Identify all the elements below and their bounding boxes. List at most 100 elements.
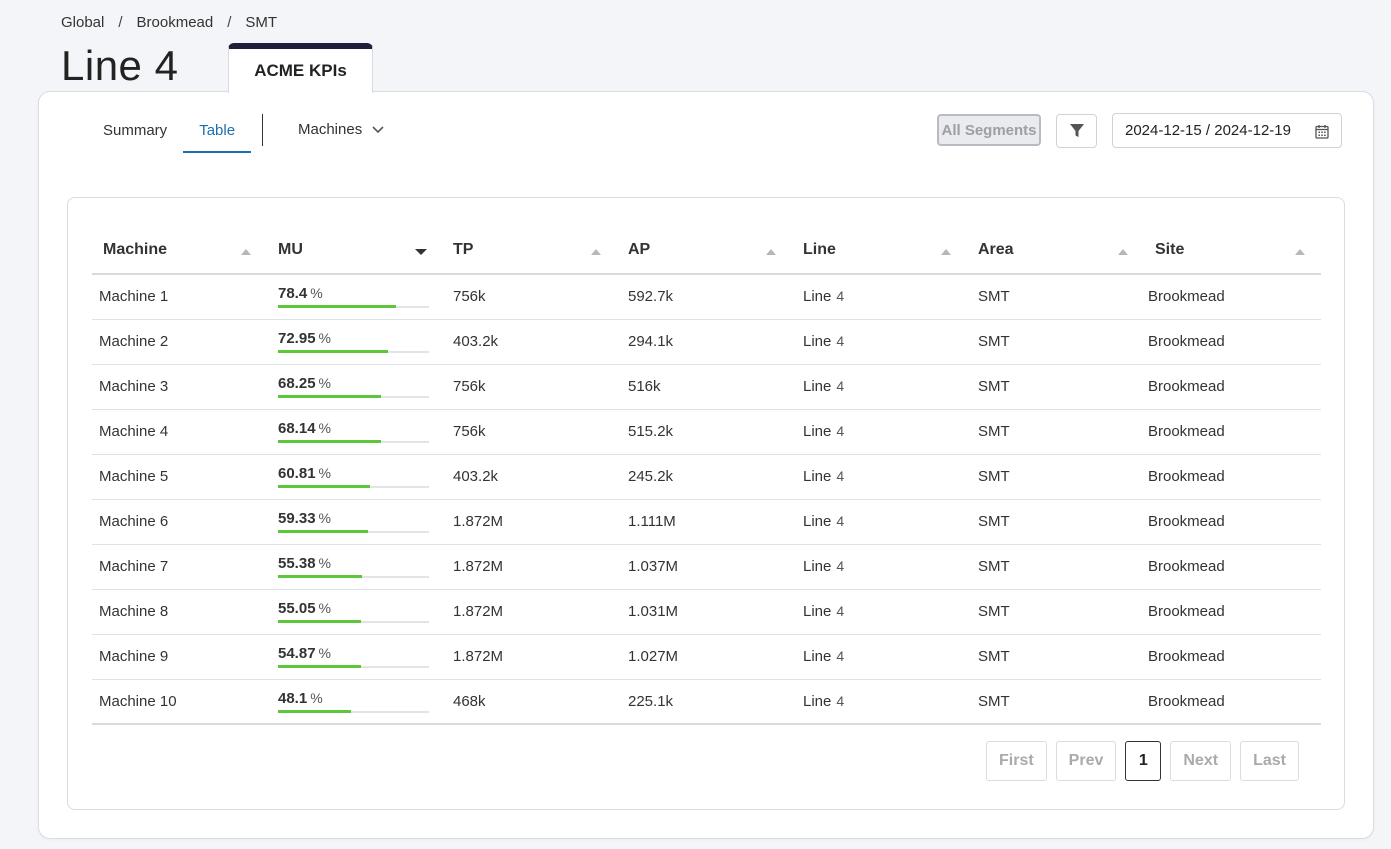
cell-ap: 516k [617,364,792,410]
line-label: Line [803,468,832,485]
column-header-area[interactable]: Area [967,226,1144,275]
mu-progress-fill [278,620,362,623]
table-row[interactable]: Machine 5 60.81% 403.2k 245.2k Line 4 SMT Brook… [92,454,1321,500]
column-header-label: Machine [103,240,168,258]
prev-page-button[interactable]: Prev [1055,741,1117,781]
breadcrumb-item-area[interactable]: SMT [245,14,278,31]
mu-value: 68.25 [278,375,316,392]
line-label: Line [803,513,832,530]
column-header-line[interactable]: Line [792,226,967,275]
column-header-ap[interactable]: AP [617,226,792,275]
cell-line: Line 4 [792,679,967,725]
table-row[interactable]: Machine 2 72.95% 403.2k 294.1k Line 4 SMT Brook… [92,319,1321,365]
cell-ap: 515.2k [617,409,792,455]
sort-asc-icon[interactable] [590,248,602,256]
line-number: 4 [836,333,845,349]
cell-machine: Machine 7 [92,544,267,590]
mu-unit: % [318,330,331,346]
cell-line: Line 4 [792,409,967,455]
cell-machine: Machine 6 [92,499,267,545]
first-page-button[interactable]: First [986,741,1047,781]
column-header-label: Line [803,240,836,258]
cell-ap: 1.031M [617,589,792,635]
sort-asc-icon[interactable] [1117,248,1129,256]
cell-line: Line 4 [792,274,967,320]
cell-line: Line 4 [792,544,967,590]
line-number: 4 [836,423,845,439]
cell-tp: 1.872M [442,544,617,590]
tab-summary[interactable]: Summary [103,122,168,139]
next-page-button[interactable]: Next [1170,741,1232,781]
table-row[interactable]: Machine 6 59.33% 1.872M 1.111M Line 4 SMT Brook… [92,499,1321,545]
machines-dropdown[interactable]: Machines [298,121,384,138]
line-label: Line [803,288,832,306]
mu-progress-fill [278,440,381,443]
line-number: 4 [836,692,845,709]
cell-line: Line 4 [792,499,967,545]
line-label: Line [803,333,832,350]
cell-line: Line 4 [792,589,967,635]
cell-mu: 78.4% [267,274,442,320]
column-header-tp[interactable]: TP [442,226,617,275]
mu-progress-fill [278,395,382,398]
column-header-mu[interactable]: MU [267,226,442,275]
current-page-button[interactable]: 1 [1125,741,1162,781]
date-range-value: 2024-12-15 / 2024-12-19 [1125,122,1291,139]
table-row[interactable]: Machine 10 48.1% 468k 225.1k Line 4 SMT Brookme… [92,679,1321,725]
table-row[interactable]: Machine 9 54.87% 1.872M 1.027M Line 4 SMT Brook… [92,634,1321,680]
mu-progress-bar [278,665,429,668]
column-header-label: MU [278,240,303,258]
sort-desc-icon[interactable] [415,248,427,256]
breadcrumb: Global / Brookmead / SMT [61,14,277,31]
filter-icon [1069,124,1084,137]
column-header-label: AP [628,240,651,258]
cell-mu: 55.05% [267,589,442,635]
breadcrumb-item-site[interactable]: Brookmead [136,14,214,31]
calendar-icon[interactable] [1315,124,1329,139]
cell-area: SMT [967,319,1144,365]
mu-progress-bar [278,620,429,623]
column-header-machine[interactable]: Machine [92,226,267,275]
mu-progress-fill [278,530,368,533]
machines-table: Machine MU TP AP Line Area Site Machine 1 78.4%… [92,226,1321,725]
cell-area: SMT [967,544,1144,590]
line-number: 4 [836,468,845,484]
mu-unit: % [318,600,331,616]
column-header-site[interactable]: Site [1144,226,1321,275]
cell-ap: 294.1k [617,319,792,365]
table-row[interactable]: Machine 3 68.25% 756k 516k Line 4 SMT Brookmead [92,364,1321,410]
page-title: Line 4 [61,42,179,89]
tab-acme-kpis[interactable]: ACME KPIs [228,43,373,93]
table-row[interactable]: Machine 4 68.14% 756k 515.2k Line 4 SMT Brookme… [92,409,1321,455]
mu-progress-bar [278,395,429,398]
tab-table[interactable]: Table [183,116,252,153]
filter-button[interactable] [1056,114,1097,148]
cell-machine: Machine 5 [92,454,267,500]
date-range-input[interactable]: 2024-12-15 / 2024-12-19 [1112,113,1342,148]
line-label: Line [803,558,832,575]
pagination: First Prev 1 Next Last [986,741,1299,781]
line-number: 4 [836,603,845,619]
sort-asc-icon[interactable] [1294,248,1306,256]
mu-unit: % [310,689,323,706]
mu-value: 60.81 [278,465,316,482]
last-page-button[interactable]: Last [1240,741,1299,781]
all-segments-button[interactable]: All Segments [937,114,1041,146]
sort-asc-icon[interactable] [240,248,252,256]
cell-area: SMT [967,499,1144,545]
mu-progress-fill [278,665,361,668]
sort-asc-icon[interactable] [940,248,952,256]
sort-asc-icon[interactable] [765,248,777,256]
table-row[interactable]: Machine 1 78.4% 756k 592.7k Line 4 SMT Brookmea… [92,274,1321,320]
cell-mu: 54.87% [267,634,442,680]
table-row[interactable]: Machine 8 55.05% 1.872M 1.031M Line 4 SMT Brook… [92,589,1321,635]
column-header-label: TP [453,240,474,258]
mu-progress-bar [278,305,429,309]
cell-site: Brookmead [1144,499,1321,545]
table-row[interactable]: Machine 7 55.38% 1.872M 1.037M Line 4 SMT Brook… [92,544,1321,590]
cell-machine: Machine 10 [92,679,267,725]
cell-machine: Machine 4 [92,409,267,455]
cell-machine: Machine 1 [92,274,267,320]
cell-mu: 48.1% [267,679,442,725]
breadcrumb-item-global[interactable]: Global [61,14,105,31]
